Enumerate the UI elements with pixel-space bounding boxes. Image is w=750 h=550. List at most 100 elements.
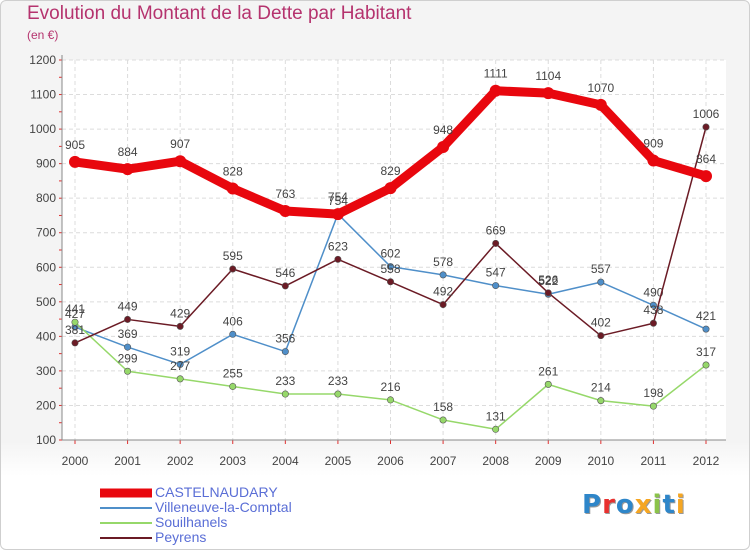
legend-label: Villeneuve-la-Comptal <box>155 499 292 515</box>
y-tick-label: 100 <box>36 433 56 447</box>
data-label: 595 <box>223 249 243 263</box>
data-label: 438 <box>643 303 663 317</box>
data-label: 547 <box>486 266 506 280</box>
data-point <box>597 397 605 405</box>
data-label: 909 <box>643 137 663 151</box>
x-tick-label: 2000 <box>62 454 89 468</box>
data-point <box>176 322 184 330</box>
data-point <box>386 396 394 404</box>
data-label: 526 <box>538 273 558 287</box>
legend-item: CASTELNAUDARY <box>100 484 360 500</box>
data-label: 441 <box>65 302 85 316</box>
data-point <box>439 416 447 424</box>
data-label: 557 <box>591 262 611 276</box>
data-point <box>226 182 239 195</box>
data-point <box>702 325 710 333</box>
legend-label: Peyrens <box>155 529 207 545</box>
data-label: 754 <box>328 190 348 204</box>
data-label: 492 <box>433 285 453 299</box>
legend-swatch <box>100 506 152 509</box>
y-tick-label: 300 <box>36 364 56 378</box>
data-point <box>334 390 342 398</box>
x-tick-label: 2006 <box>377 454 404 468</box>
data-point <box>176 375 184 383</box>
data-label: 427 <box>65 307 85 321</box>
data-label: 948 <box>433 123 453 137</box>
x-tick-label: 2001 <box>114 454 141 468</box>
data-label: 131 <box>486 409 506 423</box>
x-tick-label: 2005 <box>325 454 352 468</box>
data-label: 1104 <box>535 69 561 83</box>
data-label: 216 <box>380 380 400 394</box>
data-point <box>597 278 605 286</box>
data-point <box>594 98 607 111</box>
data-label: 1006 <box>693 107 720 121</box>
legend-swatch <box>100 521 152 524</box>
data-point <box>71 318 79 326</box>
data-point <box>384 182 397 195</box>
y-tick-label: 1200 <box>29 53 56 67</box>
data-label: 884 <box>118 145 138 159</box>
data-point <box>229 382 237 390</box>
y-tick-label: 700 <box>36 226 56 240</box>
data-label: 261 <box>538 364 558 378</box>
x-tick-label: 2004 <box>272 454 299 468</box>
data-label: 233 <box>275 374 295 388</box>
data-label: 402 <box>591 316 611 330</box>
data-label: 623 <box>328 239 348 253</box>
data-label: 546 <box>275 266 295 280</box>
data-point <box>386 263 394 271</box>
data-label: 669 <box>486 223 506 237</box>
data-label: 763 <box>275 187 295 201</box>
data-point <box>331 208 344 221</box>
y-tick-label: 500 <box>36 295 56 309</box>
data-point <box>649 301 657 309</box>
chart-legend: CASTELNAUDARY Villeneuve-la-Comptal Souilh… <box>100 484 360 545</box>
data-label: 233 <box>328 374 348 388</box>
data-label: 255 <box>223 366 243 380</box>
data-label: 907 <box>170 137 190 151</box>
data-point <box>492 282 500 290</box>
data-label: 602 <box>380 247 400 261</box>
data-point <box>647 154 660 167</box>
legend-swatch <box>100 488 152 497</box>
data-point <box>439 301 447 309</box>
data-point <box>281 282 289 290</box>
legend-item: Souilhanels <box>100 514 360 530</box>
y-tick-label: 200 <box>36 398 56 412</box>
data-label: 490 <box>643 285 663 299</box>
data-point <box>229 330 237 338</box>
data-point <box>597 332 605 340</box>
data-label: 578 <box>433 255 453 269</box>
data-label: 356 <box>275 332 295 346</box>
data-point <box>492 239 500 247</box>
data-point <box>489 84 502 97</box>
data-label: 429 <box>170 306 190 320</box>
data-point <box>124 315 132 323</box>
x-tick-label: 2008 <box>482 454 509 468</box>
x-tick-label: 2012 <box>693 454 720 468</box>
x-tick-label: 2002 <box>167 454 194 468</box>
y-tick-label: 600 <box>36 260 56 274</box>
data-point <box>386 278 394 286</box>
data-label: 317 <box>696 345 716 359</box>
data-point <box>437 141 450 154</box>
legend-label: CASTELNAUDARY <box>155 484 278 500</box>
proxiti-logo: Proxiti <box>582 490 686 520</box>
data-point <box>124 343 132 351</box>
data-point <box>279 204 292 217</box>
y-tick-label: 800 <box>36 191 56 205</box>
data-point <box>174 155 187 168</box>
y-tick-label: 900 <box>36 157 56 171</box>
data-label: 406 <box>223 314 243 328</box>
data-label: 1070 <box>587 81 614 95</box>
data-label: 381 <box>65 323 85 337</box>
data-point <box>649 319 657 327</box>
y-tick-label: 400 <box>36 329 56 343</box>
legend-label: Souilhanels <box>155 514 228 530</box>
data-label: 864 <box>696 152 716 166</box>
data-label: 214 <box>591 381 611 395</box>
data-label: 158 <box>433 400 453 414</box>
series-peyrens: 381 449 429 595 546 623 558 492 669 526 402 438 1006 <box>65 107 720 347</box>
